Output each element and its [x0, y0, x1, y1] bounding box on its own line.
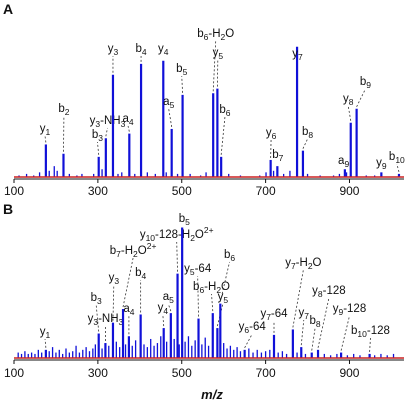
panel-b-leader-line — [176, 241, 178, 272]
panel-a-leader-line — [396, 163, 400, 173]
panel-b-letter: B — [3, 201, 13, 217]
panel-a-peak-label: a4 — [122, 113, 133, 127]
panel-b-leader-line — [300, 319, 305, 346]
panel-a-peak-label: b3 — [92, 129, 103, 143]
panel-a-x-tick-label: 500 — [172, 184, 192, 198]
panel-a-letter: A — [3, 1, 13, 17]
panel-b-peak-label: y9-128 — [333, 303, 367, 317]
panel-a-x-tick-label: 900 — [339, 184, 359, 198]
panel-a-leader-line — [212, 40, 217, 92]
panel-a-peak-label: y3 — [108, 43, 119, 57]
panel-a-peak-label: y3-NH3 — [90, 115, 126, 129]
panel-b-peak-label: y6-64 — [239, 321, 267, 335]
panel-b-peak-label: b6-H2O — [193, 281, 230, 295]
panel-a-peak-label: y5 — [213, 47, 224, 61]
panel-b-peak-label: b3 — [91, 292, 102, 306]
panel-a-leader-line — [181, 75, 183, 93]
panel-b-x-tick-label: 500 — [172, 366, 192, 380]
panel-a-leader-line — [127, 125, 130, 132]
panel-a-peak-label: b9 — [360, 76, 371, 90]
panel-b-x-tick-label: 900 — [339, 366, 359, 380]
panel-a-peak-label: b7 — [272, 149, 283, 163]
panel-b-peak-label: b10-128 — [351, 325, 390, 339]
panel-b-leader-line — [317, 297, 330, 348]
panel-b-x-tick-label: 700 — [256, 366, 276, 380]
panel-b-leader-line — [219, 261, 230, 302]
panel-a-peak-label: b8 — [302, 126, 313, 140]
panel-b-peak-label: b8 — [310, 315, 321, 329]
panel-b-peak-label: y7 — [299, 307, 310, 321]
panel-a-peak-label: a9 — [338, 155, 349, 169]
panel-b-x-tick-label: 300 — [88, 366, 108, 380]
panel-b-leader-line — [244, 333, 253, 349]
panel-b-leader-line — [211, 293, 214, 312]
panel-a-peak-label: y8 — [343, 93, 354, 107]
panel-a-peak-label: a5 — [163, 96, 174, 110]
panel-b-peak-label: y1 — [40, 326, 51, 340]
panel-a-peak-label: y6 — [266, 127, 277, 141]
panel-b-leader-line — [197, 275, 199, 317]
panel-b-leader-line — [95, 304, 100, 332]
panel-a-x-tick-label: 100 — [4, 184, 24, 198]
panel-a-leader-line — [168, 108, 173, 128]
panel-b-peak-label: y3-NH3 — [88, 313, 124, 327]
panel-b-peak-label: y7-64 — [260, 308, 288, 322]
panel-a-peak-label: y9 — [376, 157, 387, 171]
panel-a-leader-line — [105, 127, 108, 137]
panel-a-leader-line — [302, 138, 308, 149]
panel-b-peak-label: a5 — [163, 291, 174, 305]
panel-b-peak-label: y5 — [218, 291, 229, 305]
panel-b-peak-label: y3 — [109, 272, 120, 286]
panel-b-leader-line — [340, 315, 350, 351]
x-axis-title: m/z — [201, 387, 223, 402]
panel-b-leader-line — [122, 257, 134, 308]
panel-a-peak-label: y1 — [40, 123, 51, 137]
panel-b-peak-label: a4 — [123, 303, 134, 317]
panel-b-leader-line — [112, 284, 115, 321]
panel-b-peak-label: b6 — [224, 249, 235, 263]
panel-b-peak-label: b5 — [179, 213, 190, 227]
panel-a-peak-label: y7 — [292, 48, 303, 62]
panel-a-peak-label: b2 — [58, 103, 69, 117]
panel-b-peak-label: y8-128 — [312, 285, 346, 299]
panel-a-peak-label: b10 — [389, 151, 405, 165]
panel-a-peak-label: b6 — [219, 104, 230, 118]
panel-b-peak-label: b7-H2O2+ — [110, 241, 157, 259]
panel-b-x-tick-label: 100 — [4, 366, 24, 380]
panel-b-peak-label: y5-64 — [184, 263, 212, 277]
panel-b-leader-line — [44, 338, 47, 348]
panel-a-peak-label: b5 — [176, 63, 187, 77]
panel-b-leader-line — [167, 303, 172, 312]
panel-b-peak-label: b4 — [135, 267, 146, 281]
panel-a-x-tick-label: 300 — [88, 184, 108, 198]
panel-a-peak-label: b4 — [135, 43, 146, 57]
panel-b-peak-label: y7-H2O — [285, 257, 321, 271]
panel-a-peak-label: b6-H2O — [197, 28, 234, 42]
panel-b-leader-line — [292, 269, 304, 328]
panel-a-x-tick-label: 700 — [256, 184, 276, 198]
panel-a-leader-line — [347, 105, 352, 121]
panel-a-peak-label: y4 — [158, 43, 169, 57]
panel-b-leader-line — [162, 314, 165, 327]
panel-b-chart: y1b3y3-NH3y3b7-H2O2+a4b4y4a5y10-128-H2O2… — [4, 213, 404, 380]
panel-b-peak-label: y4 — [158, 302, 169, 316]
panel-a-leader-line — [356, 88, 366, 107]
panel-a-leader-line — [44, 135, 47, 143]
